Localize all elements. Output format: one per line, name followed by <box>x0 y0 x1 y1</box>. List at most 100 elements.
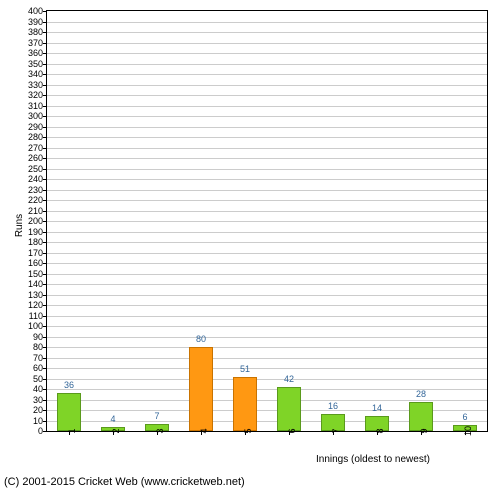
y-tick-mark <box>43 263 47 264</box>
gridline <box>47 64 487 65</box>
gridline <box>47 190 487 191</box>
gridline <box>47 368 487 369</box>
y-tick-mark <box>43 85 47 86</box>
gridline <box>47 32 487 33</box>
bar-value-label: 36 <box>64 380 74 390</box>
gridline <box>47 274 487 275</box>
gridline <box>47 358 487 359</box>
y-tick-mark <box>43 11 47 12</box>
x-tick-mark <box>333 431 334 435</box>
y-tick-mark <box>43 158 47 159</box>
gridline <box>47 53 487 54</box>
plot-area: 0102030405060708090100110120130140150160… <box>46 10 488 432</box>
y-tick-mark <box>43 400 47 401</box>
y-tick-mark <box>43 169 47 170</box>
gridline <box>47 263 487 264</box>
y-tick-mark <box>43 274 47 275</box>
chart-container: 0102030405060708090100110120130140150160… <box>0 0 500 500</box>
y-tick-mark <box>43 74 47 75</box>
y-tick-mark <box>43 347 47 348</box>
gridline <box>47 179 487 180</box>
y-tick-mark <box>43 389 47 390</box>
x-tick-mark <box>377 431 378 435</box>
gridline <box>47 284 487 285</box>
gridline <box>47 305 487 306</box>
x-tick-mark <box>245 431 246 435</box>
y-tick-mark <box>43 337 47 338</box>
y-tick-mark <box>43 190 47 191</box>
x-tick-mark <box>113 431 114 435</box>
y-tick-mark <box>43 43 47 44</box>
bar <box>189 347 213 431</box>
y-tick-mark <box>43 221 47 222</box>
bar-value-label: 51 <box>240 364 250 374</box>
gridline <box>47 22 487 23</box>
y-tick-mark <box>43 127 47 128</box>
gridline <box>47 337 487 338</box>
y-tick-mark <box>43 32 47 33</box>
x-axis-label: Innings (oldest to newest) <box>316 454 430 465</box>
y-tick-mark <box>43 211 47 212</box>
x-tick-mark <box>69 431 70 435</box>
gridline <box>47 158 487 159</box>
y-tick-mark <box>43 64 47 65</box>
bar-value-label: 16 <box>328 401 338 411</box>
y-tick-mark <box>43 316 47 317</box>
y-tick-mark <box>43 232 47 233</box>
y-tick-mark <box>43 200 47 201</box>
gridline <box>47 148 487 149</box>
gridline <box>47 95 487 96</box>
bar <box>409 402 433 431</box>
x-tick-mark <box>421 431 422 435</box>
bar-value-label: 7 <box>154 411 159 421</box>
bar-value-label: 4 <box>110 414 115 424</box>
gridline <box>47 221 487 222</box>
y-tick-mark <box>43 106 47 107</box>
gridline <box>47 253 487 254</box>
gridline <box>47 326 487 327</box>
copyright-text: (C) 2001-2015 Cricket Web (www.cricketwe… <box>4 476 245 488</box>
y-tick-mark <box>43 410 47 411</box>
gridline <box>47 242 487 243</box>
y-tick-mark <box>43 368 47 369</box>
bar <box>233 377 257 431</box>
gridline <box>47 295 487 296</box>
y-tick-mark <box>43 137 47 138</box>
y-tick-mark <box>43 326 47 327</box>
gridline <box>47 74 487 75</box>
gridline <box>47 43 487 44</box>
gridline <box>47 347 487 348</box>
gridline <box>47 200 487 201</box>
bar <box>277 387 301 431</box>
y-tick-mark <box>43 242 47 243</box>
gridline <box>47 232 487 233</box>
y-tick-mark <box>43 421 47 422</box>
gridline <box>47 106 487 107</box>
gridline <box>47 169 487 170</box>
x-tick-mark <box>465 431 466 435</box>
y-tick-mark <box>43 53 47 54</box>
gridline <box>47 211 487 212</box>
bar-value-label: 6 <box>462 412 467 422</box>
y-tick-mark <box>43 22 47 23</box>
bar-value-label: 28 <box>416 389 426 399</box>
y-axis-label: Runs <box>14 214 25 237</box>
y-tick-mark <box>43 379 47 380</box>
y-tick-mark <box>43 284 47 285</box>
y-tick-mark <box>43 295 47 296</box>
bar-value-label: 80 <box>196 334 206 344</box>
bar-value-label: 14 <box>372 403 382 413</box>
y-tick-mark <box>43 179 47 180</box>
y-tick-mark <box>43 116 47 117</box>
bar <box>57 393 81 431</box>
gridline <box>47 85 487 86</box>
y-tick-mark <box>43 431 47 432</box>
y-tick-mark <box>43 95 47 96</box>
gridline <box>47 316 487 317</box>
gridline <box>47 127 487 128</box>
y-tick-mark <box>43 305 47 306</box>
x-tick-mark <box>289 431 290 435</box>
gridline <box>47 379 487 380</box>
gridline <box>47 400 487 401</box>
y-tick-mark <box>43 358 47 359</box>
